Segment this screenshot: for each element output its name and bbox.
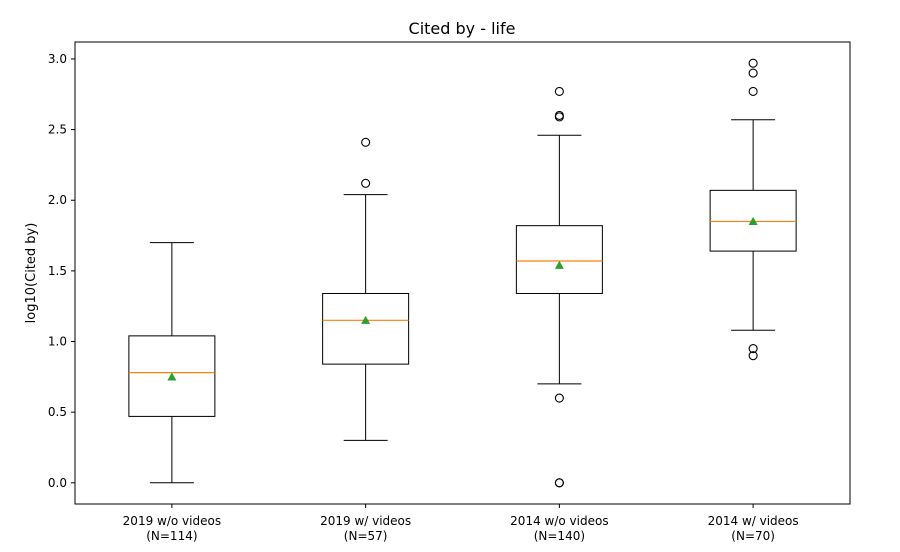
axes-frame (74, 41, 851, 505)
y-tick-label: 2.5 (48, 123, 67, 137)
y-tick-label: 3.0 (48, 52, 67, 66)
outlier-point (361, 137, 371, 147)
mean-marker (167, 372, 177, 381)
x-tick-label: (N=114) (146, 529, 197, 543)
mean-marker (554, 260, 564, 269)
outlier-point (748, 68, 758, 78)
outlier-point (748, 344, 758, 354)
x-tick-label: 2014 w/ videos (708, 514, 799, 528)
y-tick-label: 2.0 (48, 193, 67, 207)
mean-marker (361, 315, 371, 324)
x-tick-label: (N=70) (731, 529, 775, 543)
x-tick-label: 2019 w/ videos (320, 514, 411, 528)
iqr-box (515, 225, 603, 294)
outlier-point (554, 86, 564, 96)
mean-marker (748, 216, 758, 226)
iqr-box (128, 335, 216, 417)
outlier-point (748, 351, 758, 361)
x-tick-label: 2019 w/o videos (123, 514, 221, 528)
x-tick-label: (N=140) (534, 529, 585, 543)
outlier-point (361, 178, 371, 188)
chart-title: Cited by - life (409, 19, 516, 38)
y-axis-label: log10(Cited by) (24, 223, 39, 324)
y-tick-label: 0.0 (48, 476, 67, 490)
y-tick-label: 0.5 (48, 405, 67, 419)
y-tick-label: 1.5 (48, 264, 67, 278)
outlier-point (554, 393, 564, 403)
x-tick-label: 2014 w/o videos (510, 514, 608, 528)
outlier-point (554, 110, 564, 121)
y-tick-label: 1.0 (48, 335, 67, 349)
outlier-point (554, 478, 564, 488)
x-tick-label: (N=57) (344, 529, 388, 543)
outlier-point (748, 86, 758, 96)
iqr-box (709, 189, 797, 252)
outlier-point (748, 58, 758, 68)
iqr-box (322, 292, 410, 365)
